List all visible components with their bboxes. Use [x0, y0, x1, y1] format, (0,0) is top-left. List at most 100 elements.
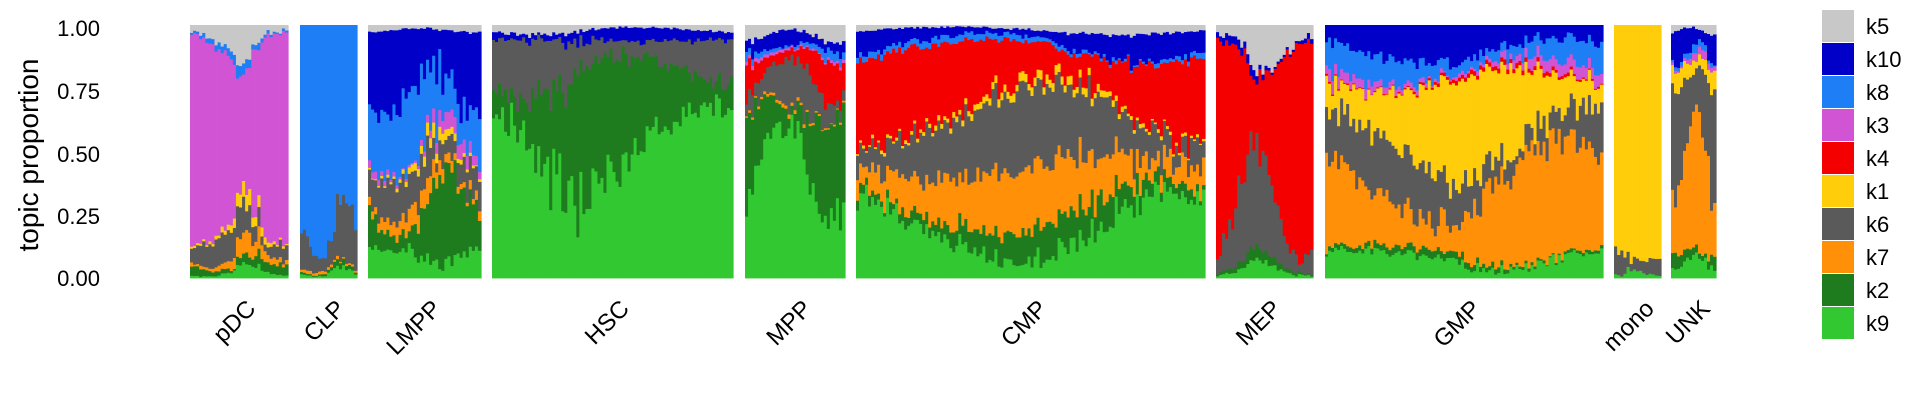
bar-segment-k9 — [1144, 188, 1149, 279]
bar-segment-k9 — [907, 225, 911, 279]
bar-segment-k3 — [1671, 61, 1675, 66]
bar-segment-k9 — [395, 253, 400, 279]
bar-segment-k8 — [856, 57, 860, 64]
bar-segment-k9 — [564, 212, 568, 279]
bar-segment-k5 — [1078, 25, 1083, 33]
bar-segment-k10 — [1159, 34, 1164, 60]
bar-segment-k5 — [657, 25, 662, 29]
bar-segment-k7 — [327, 266, 331, 270]
bar-segment-k2 — [1072, 210, 1077, 238]
bar-segment-k5 — [1174, 25, 1179, 32]
bar-segment-k7 — [1367, 189, 1371, 241]
bar-segment-k6 — [1467, 186, 1471, 213]
bar-segment-k3 — [368, 159, 372, 168]
bar-segment-k8 — [1415, 68, 1420, 91]
bar-segment-k4 — [1415, 95, 1420, 98]
bar-segment-k2 — [543, 88, 547, 164]
bar-segment-k8 — [401, 87, 406, 169]
bar-segment-k2 — [1030, 236, 1035, 268]
bar-segment-k1 — [383, 185, 387, 188]
bar-segment-k5 — [1054, 25, 1059, 32]
bar-segment-k3 — [477, 171, 482, 180]
bar-segment-k6 — [1587, 94, 1592, 142]
bar-segment-k6 — [1623, 257, 1628, 274]
bar-segment-k7 — [1078, 136, 1083, 195]
bar-segment-k10 — [1072, 32, 1077, 49]
bar-segment-k3 — [1503, 49, 1507, 60]
bar-segment-k8 — [242, 63, 246, 75]
bar-segment-k5 — [1671, 25, 1675, 34]
bar-segment-k7 — [199, 265, 203, 270]
bar-segment-k9 — [1527, 271, 1532, 279]
bar-segment-k6 — [1620, 250, 1624, 277]
bar-segment-k8 — [901, 46, 905, 54]
bar-segment-k9 — [435, 259, 439, 279]
bar-segment-k2 — [1331, 247, 1335, 252]
bar-segment-k5 — [260, 25, 265, 39]
bar-segment-k9 — [450, 265, 455, 279]
bar-segment-k10 — [1479, 25, 1483, 50]
bar-segment-k10 — [522, 33, 526, 38]
bar-segment-k1 — [985, 93, 989, 102]
bar-segment-k10 — [1174, 31, 1179, 56]
bar-segment-k8 — [260, 38, 265, 43]
bar-segment-k5 — [468, 25, 473, 34]
bar-segment-k1 — [1445, 79, 1450, 183]
bar-segment-k7 — [832, 124, 837, 127]
bar-segment-k6 — [874, 148, 878, 173]
bar-segment-k7 — [1584, 149, 1589, 250]
bar-segment-k8 — [1569, 32, 1574, 55]
bar-segment-k4 — [1063, 51, 1068, 86]
bar-segment-k6 — [594, 39, 599, 56]
bar-segment-k10 — [1692, 26, 1696, 45]
bar-segment-k10 — [1255, 75, 1260, 85]
bar-segment-k5 — [997, 25, 1002, 29]
bar-segment-k8 — [892, 42, 896, 49]
bar-segment-k4 — [1509, 58, 1513, 64]
bar-segment-k9 — [1084, 245, 1089, 279]
bar-segment-k10 — [579, 28, 583, 36]
bar-segment-k4 — [1542, 72, 1547, 78]
bar-segment-k7 — [985, 172, 989, 236]
bar-segment-k1 — [1352, 83, 1356, 119]
bar-segment-k10 — [1171, 32, 1176, 60]
bar-segment-k4 — [1376, 87, 1380, 89]
bar-segment-k7 — [1563, 136, 1568, 252]
bar-segment-k7 — [462, 181, 467, 188]
bar-segment-k9 — [745, 216, 749, 279]
bar-segment-k10 — [925, 26, 929, 42]
bar-segment-k6 — [600, 36, 605, 59]
bar-segment-k4 — [1090, 56, 1095, 99]
bar-segment-k3 — [1494, 60, 1498, 67]
bar-segment-k5 — [1180, 25, 1185, 34]
bar-segment-k2 — [1192, 196, 1197, 205]
bar-segment-k2 — [988, 232, 992, 260]
bar-segment-k3 — [1409, 82, 1414, 89]
bar-segment-k4 — [964, 37, 968, 99]
bar-segment-k4 — [859, 56, 863, 141]
bar-segment-k7 — [823, 127, 828, 131]
bar-segment-k2 — [1000, 242, 1005, 268]
bar-segment-k6 — [1039, 79, 1044, 160]
bar-segment-k6 — [928, 127, 932, 185]
bar-segment-k9 — [645, 125, 650, 279]
bar-segment-k2 — [419, 207, 424, 256]
bar-segment-k5 — [1228, 25, 1232, 36]
bar-segment-k10 — [751, 43, 755, 60]
bar-segment-k1 — [419, 145, 424, 154]
bar-segment-k10 — [426, 26, 430, 60]
bar-segment-k1 — [1003, 84, 1008, 92]
bar-segment-k2 — [1554, 262, 1559, 266]
bar-segment-k6 — [374, 179, 378, 208]
bar-segment-k5 — [564, 25, 568, 37]
bar-segment-k3 — [205, 42, 209, 246]
bar-segment-k7 — [1015, 176, 1020, 238]
bar-segment-k3 — [784, 48, 789, 51]
bar-segment-k5 — [787, 25, 792, 30]
bar-segment-k10 — [1524, 25, 1529, 36]
bar-segment-k2 — [377, 232, 381, 250]
bar-segment-k6 — [401, 173, 406, 213]
bar-segment-k5 — [263, 25, 268, 35]
bar-segment-k1 — [1530, 74, 1535, 128]
bar-segment-k2 — [1078, 193, 1083, 230]
